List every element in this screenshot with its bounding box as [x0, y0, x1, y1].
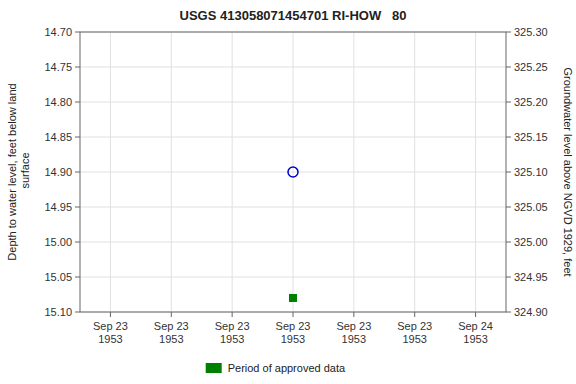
text-line: Depth to water level, feet below land [6, 83, 18, 260]
text-line: Sep 23 [276, 320, 311, 332]
grid-line [293, 32, 294, 312]
grid [80, 32, 506, 312]
text-line: 1953 [220, 333, 244, 345]
text-line: Sep 23 [154, 320, 189, 332]
tick [75, 102, 80, 103]
plot-frame [80, 32, 506, 312]
marks [288, 167, 298, 302]
tick [75, 67, 80, 68]
tick-label: 325.10 [514, 166, 548, 178]
tick-label: Sep 231953 [93, 320, 128, 345]
tick-label: Sep 231953 [215, 320, 250, 345]
tick-label: 14.70 [44, 26, 72, 38]
tick [353, 312, 354, 317]
tick-label: 325.30 [514, 26, 548, 38]
tick [506, 172, 511, 173]
tick-label: Sep 231953 [276, 320, 311, 345]
text-line: Sep 23 [336, 320, 371, 332]
text-line: surface [19, 152, 31, 191]
tick-label: 15.10 [44, 306, 72, 318]
tick [171, 312, 172, 317]
grid-line [171, 32, 172, 312]
tick [506, 207, 511, 208]
grid-line [110, 32, 111, 312]
tick [475, 312, 476, 317]
tick-label: 325.05 [514, 201, 548, 213]
tick [506, 137, 511, 138]
grid-line [353, 32, 354, 312]
tick [232, 312, 233, 317]
title: USGS 413058071454701 RI-HOW 80 [180, 8, 407, 23]
legend-swatch [206, 363, 222, 373]
tick [75, 207, 80, 208]
chart: 14.70 14.75 14.80 14.85 14.90 14.95 15.00 15.05… [0, 0, 576, 384]
tick [75, 277, 80, 278]
tick [506, 242, 511, 243]
legend-label: Period of approved data [228, 362, 346, 374]
tick-label: 15.00 [44, 236, 72, 248]
text-line: 1953 [342, 333, 366, 345]
tick-label: 14.90 [44, 166, 72, 178]
tick [506, 277, 511, 278]
tick [506, 312, 511, 313]
tick-label: 15.05 [44, 271, 72, 283]
y-axis: 14.70 14.75 14.80 14.85 14.90 14.95 15.00 15.05… [44, 26, 80, 318]
point [290, 295, 297, 302]
tick [110, 312, 111, 317]
tick [75, 312, 80, 313]
tick-label: 325.25 [514, 61, 548, 73]
x-axis: Sep 231953Sep 231953Sep 231953Sep 231953… [93, 312, 493, 345]
tick-label: 325.00 [514, 236, 548, 248]
text-line: Sep 23 [215, 320, 250, 332]
tick [75, 32, 80, 33]
tick [75, 137, 80, 138]
tick-label: Sep 241953 [458, 320, 493, 345]
text-line: Sep 23 [397, 320, 432, 332]
background [0, 0, 576, 384]
tick-label: 325.15 [514, 131, 548, 143]
y-axis-label: Depth to water level, feet below land su… [6, 83, 31, 260]
tick-label: 324.90 [514, 306, 548, 318]
y2-axis-label: Groundwater level above NGVD 1929, feet [562, 67, 574, 276]
text-line: 1953 [402, 333, 426, 345]
tick [75, 242, 80, 243]
tick-label: 14.95 [44, 201, 72, 213]
y2-axis: 325.30 325.25 325.20 325.15 325.10 325.05 325.… [506, 26, 548, 318]
grid-line [232, 32, 233, 312]
tick [506, 102, 511, 103]
tick [414, 312, 415, 317]
tick-label: 325.20 [514, 96, 548, 108]
point [288, 167, 298, 177]
tick-label: Sep 231953 [336, 320, 371, 345]
tick-label: Sep 231953 [397, 320, 432, 345]
text-line: Sep 24 [458, 320, 493, 332]
tick [506, 67, 511, 68]
tick-label: 14.75 [44, 61, 72, 73]
legend: Period of approved data [206, 362, 346, 374]
text-line: 1953 [159, 333, 183, 345]
tick-label: 324.95 [514, 271, 548, 283]
grid-line [475, 32, 476, 312]
text-line: 1953 [98, 333, 122, 345]
tick-label: 14.80 [44, 96, 72, 108]
grid-line [414, 32, 415, 312]
tick-label: 14.85 [44, 131, 72, 143]
text-line: 1953 [463, 333, 487, 345]
tick [506, 32, 511, 33]
tick-label: Sep 231953 [154, 320, 189, 345]
text-line: 1953 [281, 333, 305, 345]
text-line: Sep 23 [93, 320, 128, 332]
tick [75, 172, 80, 173]
tick [293, 312, 294, 317]
